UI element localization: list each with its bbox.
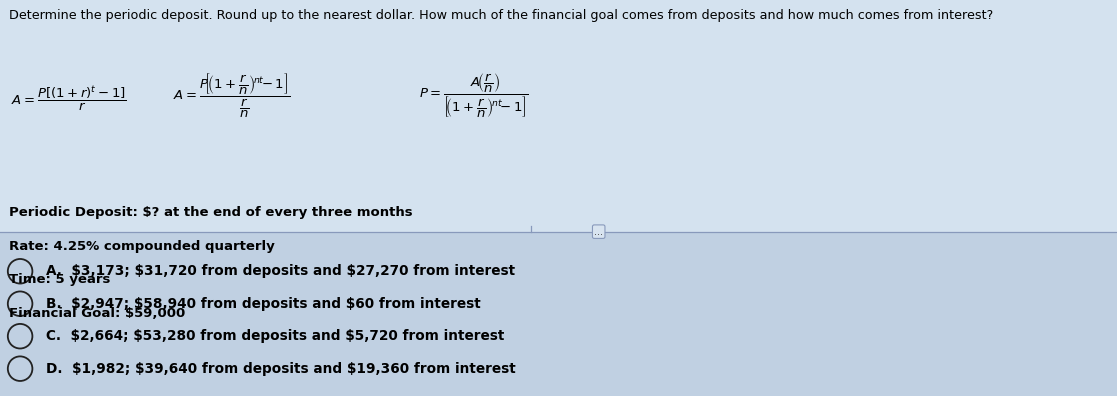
Text: $P=\dfrac{A\!\left(\dfrac{r}{n}\right)}{\left[\!\left(1+\dfrac{r}{n}\right)^{\!n: $P=\dfrac{A\!\left(\dfrac{r}{n}\right)}{…	[419, 71, 528, 120]
Text: Rate: 4.25% compounded quarterly: Rate: 4.25% compounded quarterly	[9, 240, 275, 253]
Text: $A=\dfrac{P[(1+r)^{t}-1]}{r}$: $A=\dfrac{P[(1+r)^{t}-1]}{r}$	[11, 85, 127, 113]
Text: Time: 5 years: Time: 5 years	[9, 273, 111, 286]
Text: ...: ...	[594, 227, 603, 237]
FancyBboxPatch shape	[0, 0, 1117, 232]
Text: Periodic Deposit: $? at the end of every three months: Periodic Deposit: $? at the end of every…	[9, 206, 412, 219]
Text: C.  $2,664; $53,280 from deposits and $5,720 from interest: C. $2,664; $53,280 from deposits and $5,…	[46, 329, 504, 343]
Text: $A=\dfrac{P\!\left[\!\left(1+\dfrac{r}{n}\right)^{\!nt}\!\!-1\right]}{\dfrac{r}{: $A=\dfrac{P\!\left[\!\left(1+\dfrac{r}{n…	[173, 71, 290, 120]
Text: B.  $2,947; $58,940 from deposits and $60 from interest: B. $2,947; $58,940 from deposits and $60…	[46, 297, 480, 311]
FancyBboxPatch shape	[0, 232, 1117, 396]
Text: A.  $3,173; $31,720 from deposits and $27,270 from interest: A. $3,173; $31,720 from deposits and $27…	[46, 264, 515, 278]
Text: D.  $1,982; $39,640 from deposits and $19,360 from interest: D. $1,982; $39,640 from deposits and $19…	[46, 362, 516, 376]
Text: Determine the periodic deposit. Round up to the nearest dollar. How much of the : Determine the periodic deposit. Round up…	[9, 9, 993, 22]
Text: Financial Goal: $59,000: Financial Goal: $59,000	[9, 307, 185, 320]
